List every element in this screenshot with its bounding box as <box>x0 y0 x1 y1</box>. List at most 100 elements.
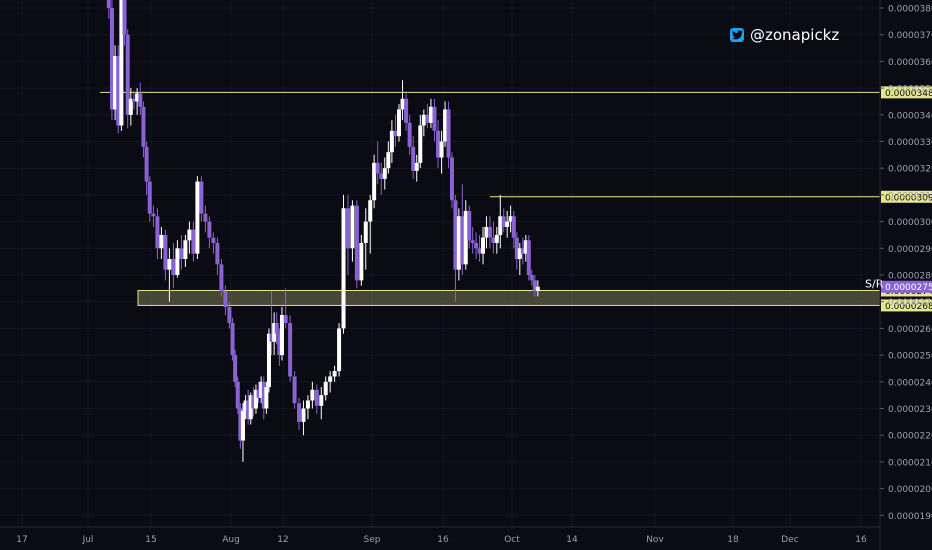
candle-body <box>144 146 149 182</box>
candle-body <box>310 389 315 401</box>
price-tick-label: 0.00003200 <box>888 165 932 175</box>
candle-body <box>125 34 130 115</box>
candle-body <box>421 114 426 126</box>
time-tick-label: Dec <box>781 535 798 545</box>
candle-body <box>207 221 212 238</box>
level-price-label: 0.00003093 <box>885 193 932 203</box>
candle-body <box>215 242 220 265</box>
price-tick-label: 0.00002900 <box>888 245 932 255</box>
candle-body <box>261 381 266 409</box>
candle-body <box>219 264 224 292</box>
candle-body <box>155 216 160 249</box>
candle-body <box>266 333 271 388</box>
candle-body <box>277 333 282 356</box>
candle-body <box>106 0 111 8</box>
time-tick-label: Oct <box>504 535 520 545</box>
candle-body <box>116 56 121 126</box>
price-tick-label: 0.00003000 <box>888 218 932 228</box>
candle-body <box>240 411 245 441</box>
candle-body <box>292 376 297 404</box>
time-axis[interactable]: 17 Jul 15 Aug 12 Sep 16 Oct 14 Nov 18 Dec 16 <box>16 535 867 545</box>
candle-body <box>368 200 373 222</box>
price-tick-label: 0.00001900 <box>888 512 932 522</box>
candle-body <box>131 98 136 102</box>
candle-body <box>151 213 156 217</box>
candle-body <box>243 400 248 412</box>
candle-body <box>382 168 387 179</box>
candle-body <box>404 98 409 123</box>
price-tick-label: 0.00003800 <box>888 5 932 15</box>
candle-body <box>175 248 180 275</box>
candle-body <box>122 0 127 35</box>
candle-body <box>470 240 475 243</box>
candle-body <box>337 328 342 372</box>
price-tick-label: 0.00002800 <box>888 272 932 282</box>
sr-zone-label: S/R <box>865 277 884 290</box>
level-price-label: 0.00002686 <box>885 302 932 312</box>
candle-body <box>345 208 350 249</box>
level-price-label: 0.00003484 <box>885 89 932 99</box>
candle-body <box>501 216 506 227</box>
candle-body <box>248 395 253 420</box>
candle-body <box>119 0 124 126</box>
candle-body <box>135 93 140 102</box>
candle-body <box>319 395 324 406</box>
candle-body <box>354 205 359 281</box>
candle-body <box>372 162 377 201</box>
candle-body <box>253 389 258 409</box>
candle-body <box>375 162 380 174</box>
last-price-label: 0.00002756 <box>885 283 932 293</box>
price-tick-label: 0.00002000 <box>888 485 932 495</box>
candle-body <box>235 381 240 409</box>
candle-body <box>314 389 319 406</box>
candle-body <box>203 213 208 222</box>
candle-body <box>251 395 256 409</box>
candle-body <box>400 98 405 110</box>
candle-body <box>508 216 513 222</box>
candle-body <box>532 280 537 292</box>
candle-body <box>432 106 437 131</box>
candle-body <box>414 162 419 171</box>
candle-body <box>195 181 200 254</box>
watermark-handle: @zonapickz <box>750 26 840 44</box>
candle-body <box>323 381 328 396</box>
sr-zone <box>137 289 881 306</box>
candle-body <box>393 130 398 137</box>
candle-body <box>418 125 423 163</box>
candle-body <box>113 56 118 110</box>
candle-body <box>463 210 468 265</box>
candle-body <box>396 109 401 137</box>
level-price-tag <box>881 190 932 203</box>
candle-body <box>274 323 279 334</box>
candle-body <box>477 248 482 254</box>
candle-body <box>446 109 451 158</box>
candle-body <box>520 248 525 254</box>
twitter-bird-icon <box>730 28 744 42</box>
price-tick-label: 0.00003600 <box>888 58 932 68</box>
time-tick-label: Nov <box>646 535 664 545</box>
candle-body <box>109 8 114 110</box>
candle-body <box>264 387 269 409</box>
candle-body <box>389 130 394 153</box>
last-price-tag <box>881 280 932 293</box>
candle-body <box>305 400 310 409</box>
candle-body <box>233 355 238 382</box>
candle-body <box>350 205 355 249</box>
candle-body <box>523 240 528 254</box>
candle-body <box>491 237 496 243</box>
candle-body <box>141 106 146 147</box>
candle-body <box>456 216 461 270</box>
candle-body <box>453 200 458 270</box>
candle-body <box>211 237 216 243</box>
price-axis[interactable]: 0.00003800 0.00003700 0.00003600 0.00003500… <box>880 5 932 522</box>
candle-body <box>297 403 302 422</box>
candle-body <box>179 248 184 259</box>
candle-body <box>474 242 479 249</box>
price-tick-label: 0.00003300 <box>888 138 932 148</box>
candle-body <box>460 216 465 265</box>
candle-body <box>487 226 492 238</box>
time-tick-label: 14 <box>566 535 578 545</box>
price-tick-label: 0.00003100 <box>888 191 932 201</box>
candle-body <box>449 157 454 201</box>
